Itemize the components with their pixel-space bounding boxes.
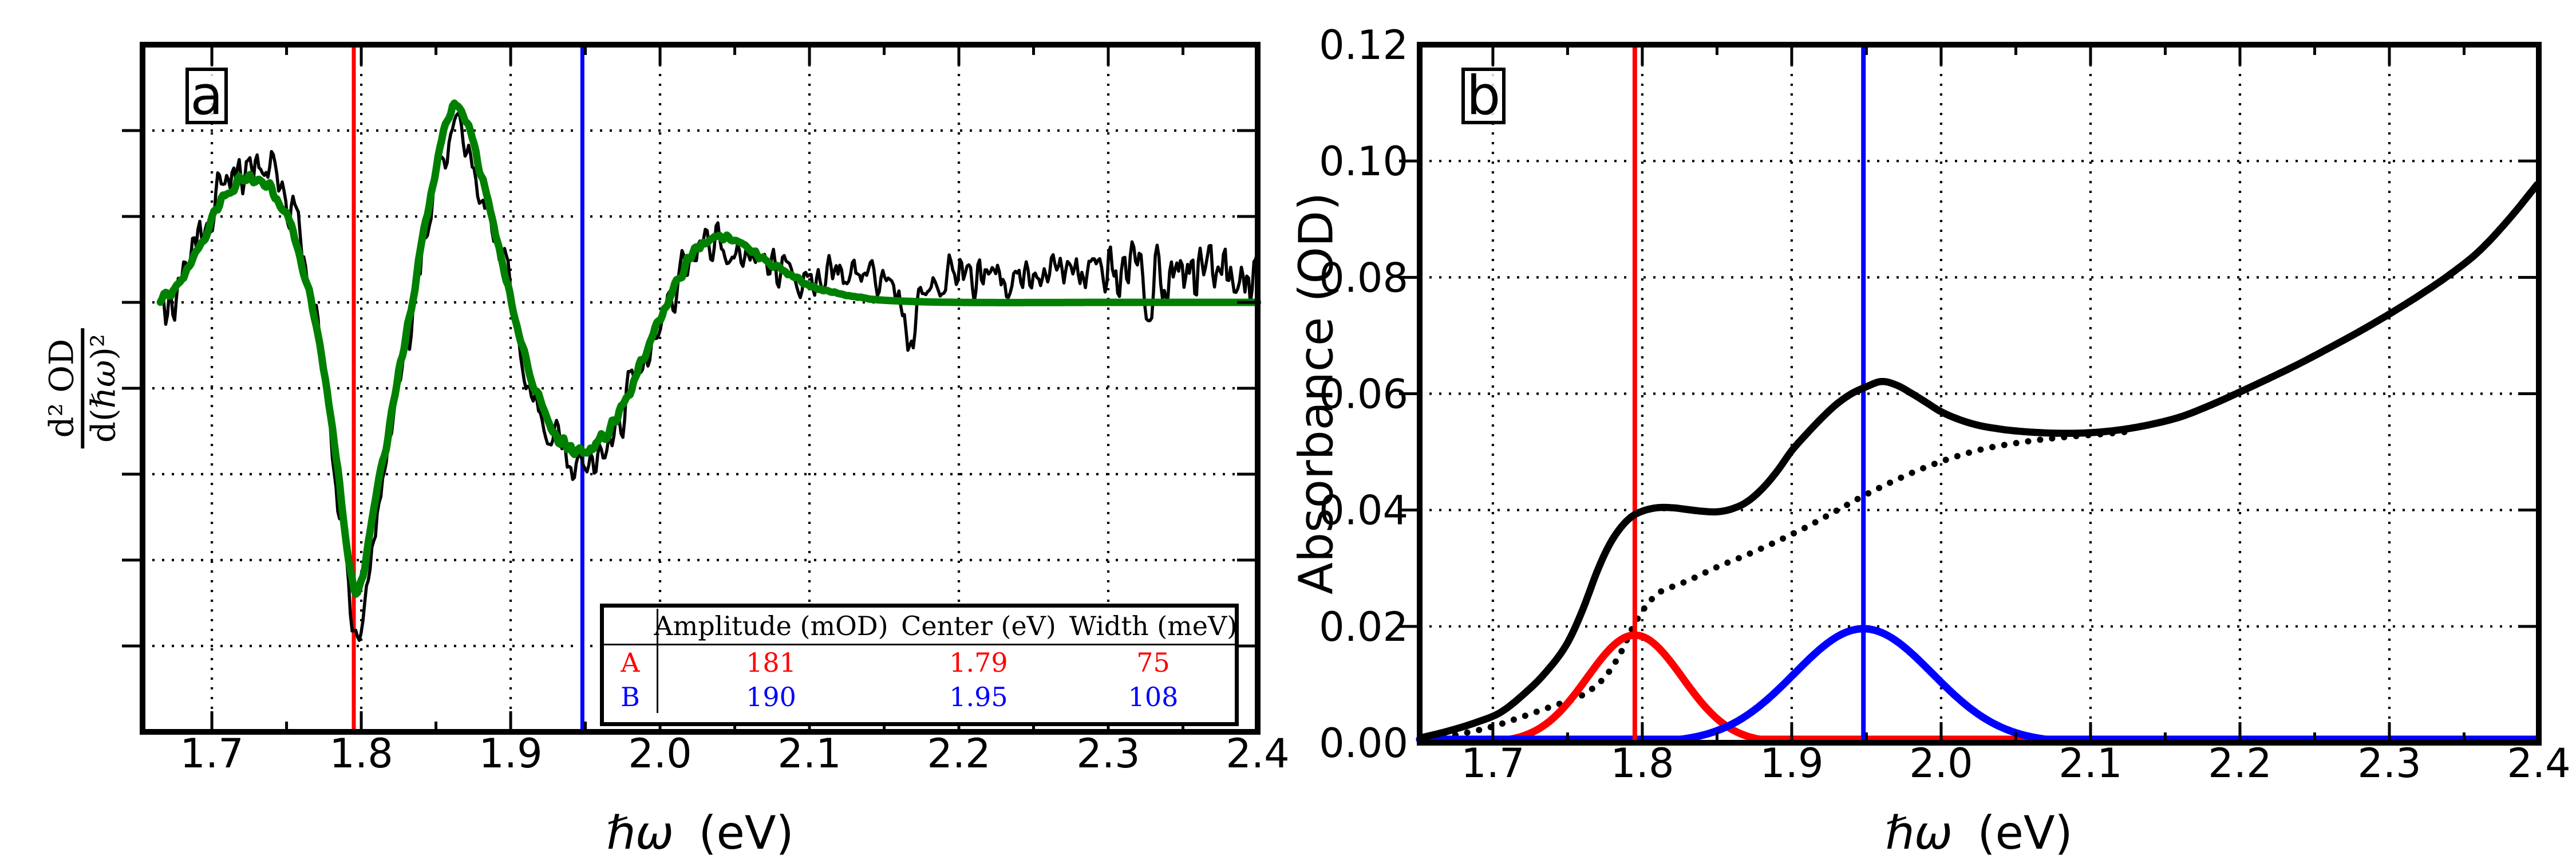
panel-b-background-curve	[1416, 428, 2138, 744]
panel-a-x-tick-labels: 1.7 1.8 1.9 2.0 2.1 2.2 2.3 2.4	[180, 730, 1289, 777]
svg-text:0.10: 0.10	[1319, 138, 1408, 185]
svg-text:0.08: 0.08	[1319, 254, 1408, 301]
svg-text:2.4: 2.4	[1226, 730, 1289, 777]
svg-text:1.7: 1.7	[1461, 740, 1524, 787]
table-row-b-label: B	[621, 681, 640, 712]
svg-text:2.2: 2.2	[2208, 740, 2271, 787]
table-row-a-width: 75	[1136, 647, 1170, 678]
table-row-a-amplitude: 181	[746, 647, 796, 678]
svg-text:0.02: 0.02	[1319, 604, 1408, 651]
panel-b-total-absorbance-curve	[1418, 181, 2541, 742]
panel-a-letter: a	[190, 65, 223, 127]
panel-a-center-marker-lines	[351, 45, 584, 732]
table-corner-cell	[604, 608, 657, 645]
svg-text:2.1: 2.1	[777, 730, 841, 777]
table-row-b-amplitude: 190	[746, 681, 796, 712]
svg-text:1.7: 1.7	[180, 730, 243, 777]
svg-text:2.1: 2.1	[2059, 740, 2122, 787]
svg-text:1.8: 1.8	[1610, 740, 1674, 787]
panel-b-xlabel-units: (eV)	[1977, 806, 2073, 859]
panel-a-xlabel-hbar-omega: ℏω	[606, 806, 674, 859]
svg-text:2.3: 2.3	[1076, 730, 1140, 777]
svg-text:2.4: 2.4	[2507, 740, 2570, 787]
svg-text:1.9: 1.9	[1760, 740, 1823, 787]
svg-text:0.12: 0.12	[1319, 22, 1408, 69]
table-header-center: Center (eV)	[886, 608, 1072, 645]
table-row-a-label: A	[621, 647, 640, 678]
panel-a-letter-box: a	[185, 65, 228, 127]
ylabel-numerator: d² OD	[42, 338, 81, 438]
panel-a-xlabel-units: (eV)	[698, 806, 794, 859]
ylabel-den-post: )²	[84, 333, 123, 360]
svg-text:1.9: 1.9	[479, 730, 542, 777]
table-row-a-center: 1.79	[949, 647, 1008, 678]
svg-text:2.0: 2.0	[1909, 740, 1973, 787]
svg-text:0.06: 0.06	[1319, 371, 1408, 418]
panel-b-letter-box: b	[1461, 65, 1506, 127]
ylabel-den-pre: d(	[84, 408, 123, 443]
table-vertical-rule	[657, 609, 658, 713]
svg-text:2.0: 2.0	[628, 730, 692, 777]
panel-b-y-axis-label: Absorbance (OD)	[1289, 192, 1344, 595]
panel-a-x-axis-label: ℏω (eV)	[606, 806, 794, 859]
table-header-amplitude: Amplitude (mOD)	[654, 608, 888, 645]
svg-text:2.2: 2.2	[927, 730, 990, 777]
svg-text:1.8: 1.8	[329, 730, 393, 777]
svg-text:0.00: 0.00	[1319, 720, 1408, 767]
table-header-width: Width (meV)	[1069, 608, 1237, 645]
svg-text:2.3: 2.3	[2357, 740, 2421, 787]
ylabel-denominator: d(ℏω)²	[84, 328, 123, 448]
svg-text:0.04: 0.04	[1319, 487, 1408, 534]
panel-b-center-marker-lines	[1632, 45, 1866, 743]
panel-b-gridlines	[1420, 45, 2539, 743]
table-row-b-width: 108	[1128, 681, 1179, 712]
panel-a-y-axis-label: d² OD d(ℏω)²	[42, 328, 123, 449]
panel-a-curves	[156, 99, 1262, 642]
panel-b-tick-labels: 1.7 1.8 1.9 2.0 2.1 2.2 2.3 2.4 0.00 0.02 0.04 0.06…	[1319, 22, 2571, 787]
panel-b-x-axis-label: ℏω (eV)	[1885, 806, 2073, 859]
panel-b-letter: b	[1466, 65, 1501, 127]
panel-b-gaussian-components	[1416, 625, 2542, 743]
panel-b-axes-frame	[1399, 42, 2542, 746]
panel-b-xlabel-hbar-omega: ℏω	[1885, 806, 1953, 859]
ylabel-den-hbar-omega: ℏω	[84, 360, 123, 409]
table-row-b-center: 1.95	[949, 681, 1008, 712]
fit-parameters-table: Amplitude (mOD) Center (eV) Width (meV) …	[600, 604, 1239, 726]
